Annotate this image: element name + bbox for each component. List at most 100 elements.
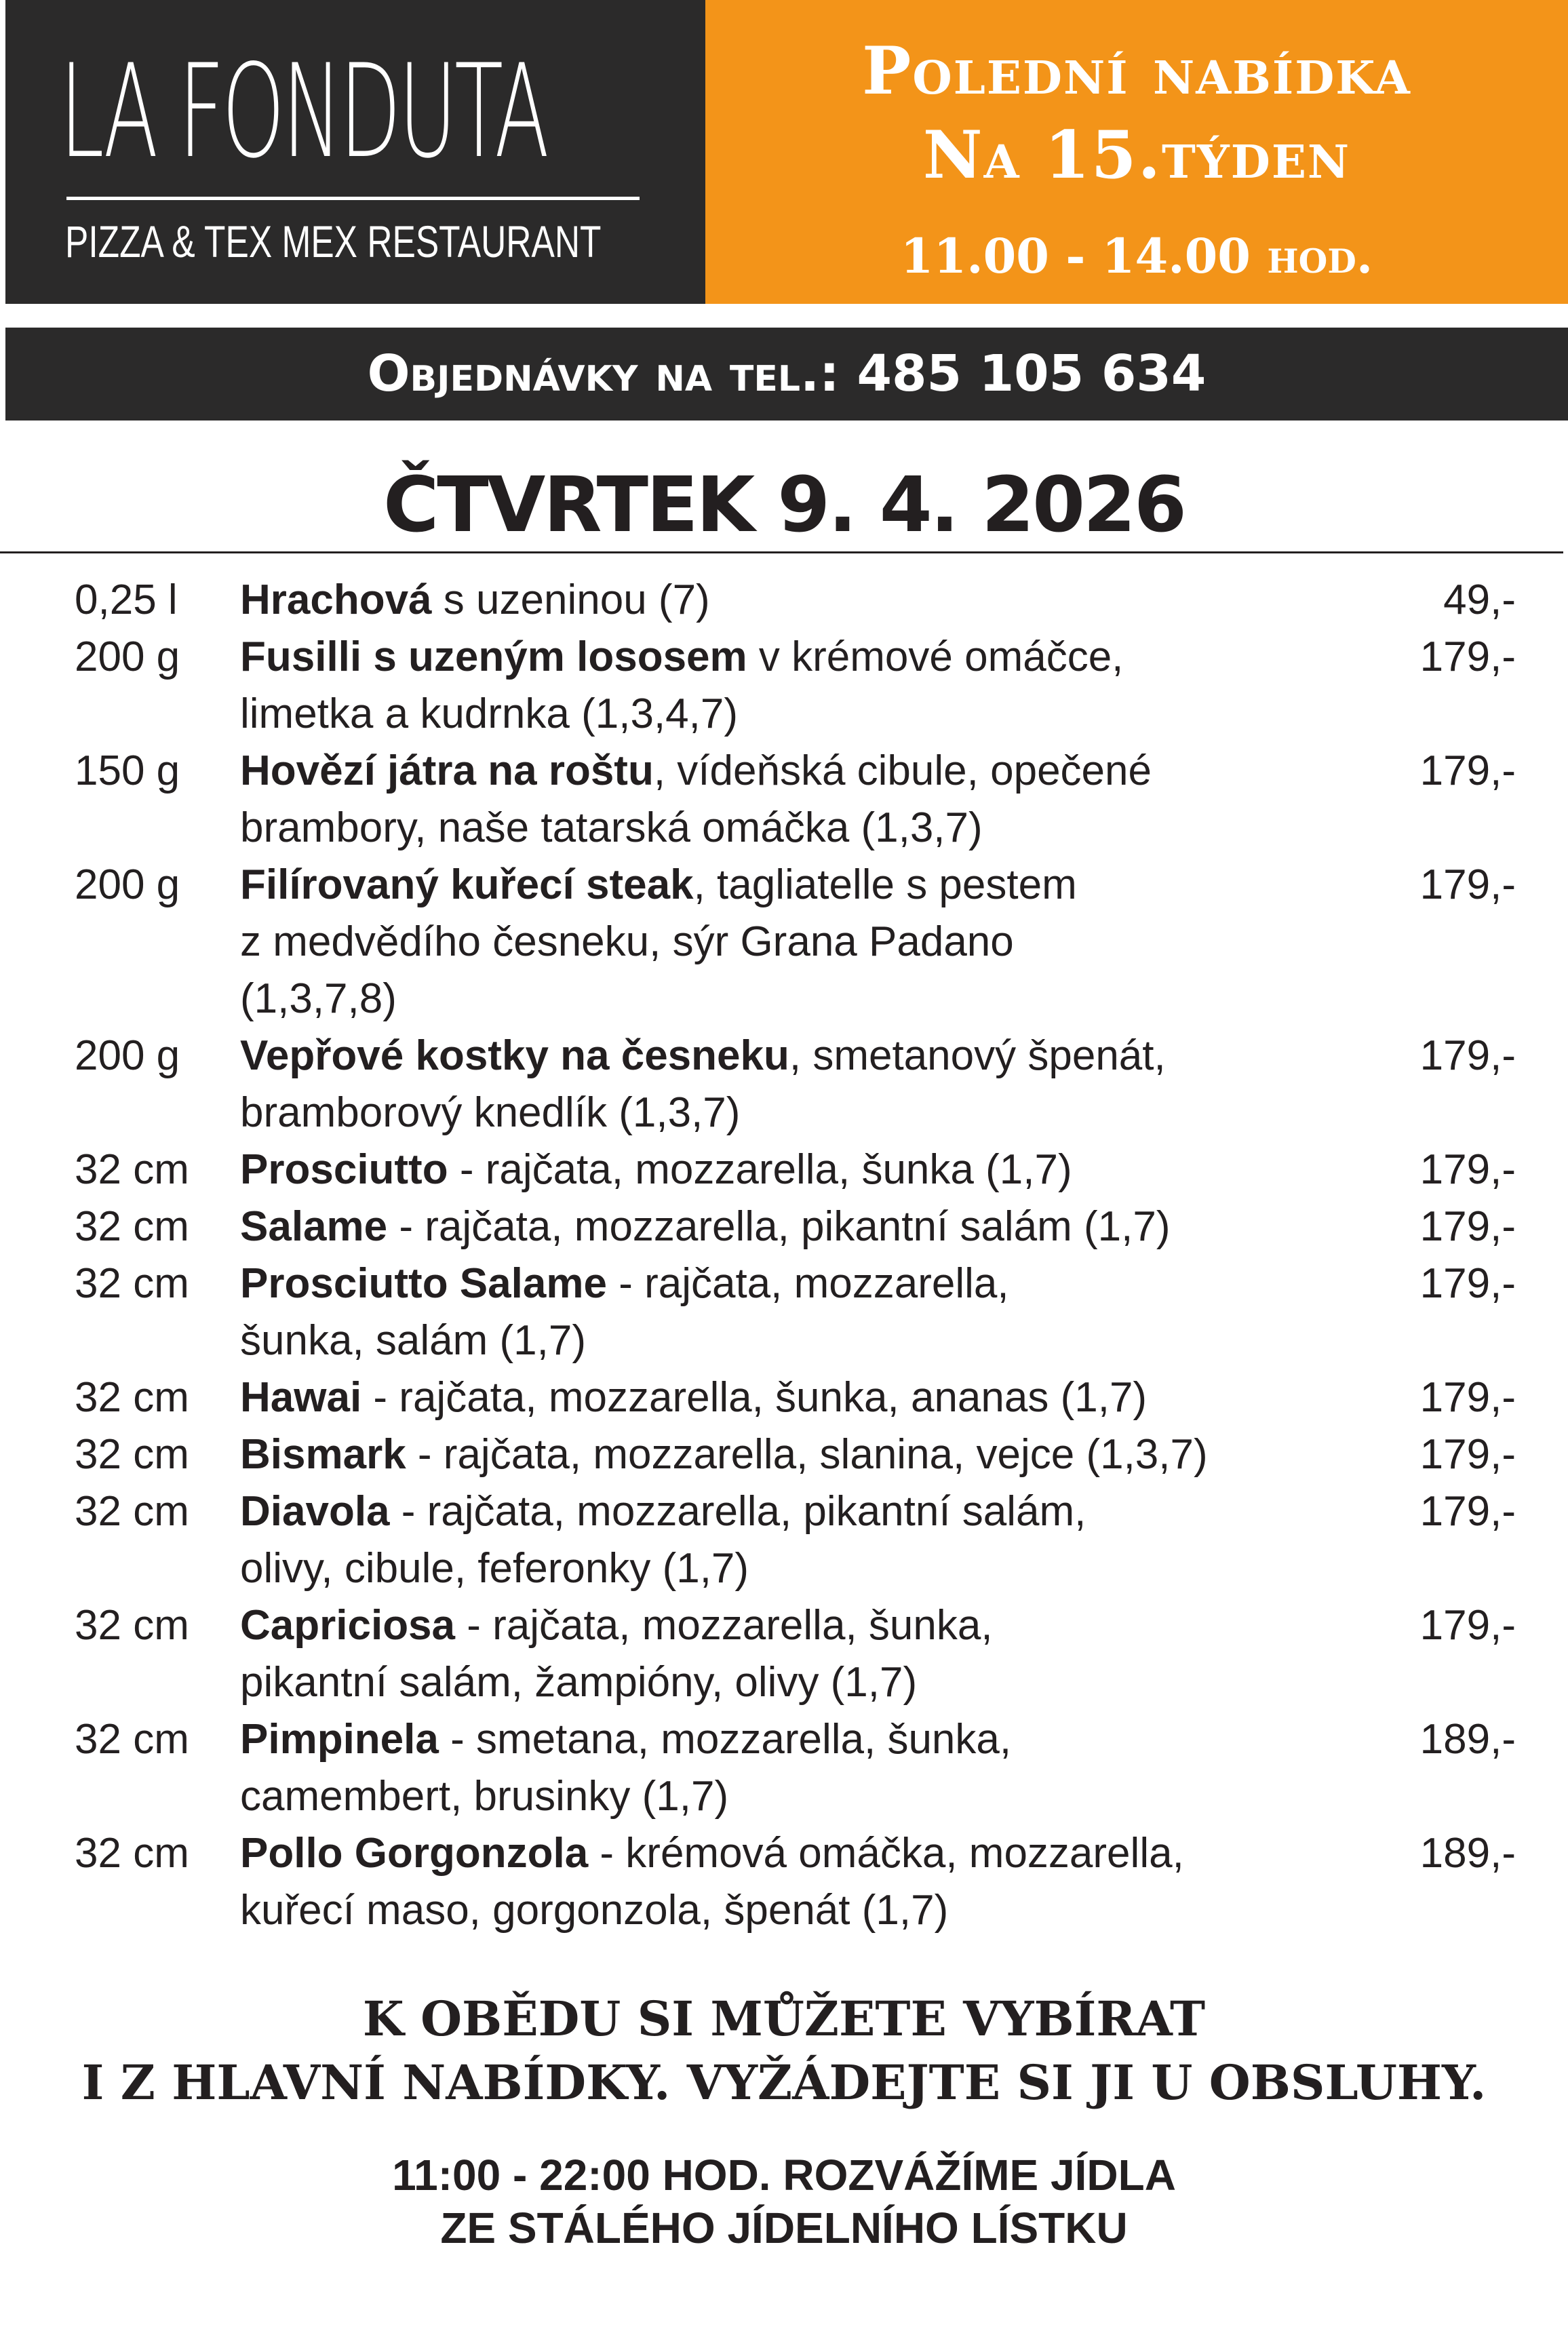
menu-item-quantity: 150 g xyxy=(75,747,180,794)
menu-item-description: Salame - rajčata, mozzarella, pikantní s… xyxy=(240,1198,1366,1255)
offer-week: Na 15.týden xyxy=(922,117,1351,193)
menu-item-quantity: 200 g xyxy=(75,633,180,680)
menu-item-quantity: 200 g xyxy=(75,861,180,908)
menu-item-details: - rajčata, mozzarella, šunka (1,7) xyxy=(448,1146,1072,1193)
menu-list: 0,25 l Hrachová s uzeninou (7) 49,- 200 g Fu… xyxy=(0,572,1568,1939)
menu-item-quantity: 200 g xyxy=(75,1032,180,1079)
menu-item-quantity: 32 cm xyxy=(75,1146,189,1193)
order-phone-bar: Objednávky na tel.: 485 105 634 xyxy=(5,328,1568,421)
menu-item-details: , tagliatelle s pestem xyxy=(693,861,1077,908)
menu-item: 32 cm Diavola - rajčata, mozzarella, pika… xyxy=(0,1483,1568,1597)
menu-item-details-continued: z medvědího česneku, sýr Grana Padano xyxy=(240,918,1014,965)
menu-item-details: - krémová omáčka, mozzarella, xyxy=(588,1830,1184,1877)
menu-item-description: Pollo Gorgonzola - krémová omáčka, mozza… xyxy=(240,1825,1366,1939)
menu-item: 150 g Hovězí játra na roštu, vídeňská cib… xyxy=(0,743,1568,857)
menu-item-name: Filírovaný kuřecí steak xyxy=(240,861,694,908)
menu-item: 32 cm Salame - rajčata, mozzarella, pikan… xyxy=(0,1198,1568,1255)
menu-item-details: , smetanový špenát, xyxy=(789,1032,1166,1079)
menu-item-details-continued: šunka, salám (1,7) xyxy=(240,1317,586,1364)
menu-item-price: 179,- xyxy=(1419,747,1516,794)
menu-item-details-continued: pikantní salám, žampióny, olivy (1,7) xyxy=(240,1659,918,1706)
menu-item-details: v krémové omáčce, xyxy=(747,633,1124,680)
note-line-1: K OBĚDU SI MŮŽETE VYBÍRAT xyxy=(362,1991,1206,2047)
menu-item-details-continued: camembert, brusinky (1,7) xyxy=(240,1773,729,1820)
menu-item-description: Hrachová s uzeninou (7) xyxy=(240,572,1366,629)
menu-item-price: 179,- xyxy=(1419,1602,1516,1649)
menu-item: 32 cm Capriciosa - rajčata, mozzarella, š… xyxy=(0,1597,1568,1711)
menu-item-details-continued: kuřecí maso, gorgonzola, špenát (1,7) xyxy=(240,1887,949,1934)
menu-item-details: - rajčata, mozzarella, šunka, ananas (1,… xyxy=(361,1374,1148,1421)
offer-hours: 11.00 - 14.00 hod. xyxy=(900,228,1373,284)
menu-item-price: 179,- xyxy=(1419,633,1516,680)
menu-item-description: Capriciosa - rajčata, mozzarella, šunka,… xyxy=(240,1597,1366,1711)
menu-item-details-continued: brambory, naše tatarská omáčka (1,3,7) xyxy=(240,804,983,851)
menu-item-quantity: 0,25 l xyxy=(75,576,178,623)
menu-item-description: Filírovaný kuřecí steak, tagliatelle s p… xyxy=(240,857,1366,1028)
menu-item-quantity: 32 cm xyxy=(75,1260,189,1307)
menu-item-price: 189,- xyxy=(1419,1716,1516,1763)
menu-item-price: 179,- xyxy=(1419,1431,1516,1478)
menu-item-price: 179,- xyxy=(1419,1374,1516,1421)
menu-item: 200 g Filírovaný kuřecí steak, tagliatell… xyxy=(0,857,1568,1028)
menu-item: 200 g Fusilli s uzeným lososem v krémové … xyxy=(0,629,1568,743)
menu-item-name: Capriciosa xyxy=(240,1602,456,1649)
menu-item-price: 189,- xyxy=(1419,1830,1516,1877)
delivery-line-2: ZE STÁLÉHO JÍDELNÍHO LÍSTKU xyxy=(440,2204,1128,2252)
menu-item: 32 cm Hawai - rajčata, mozzarella, šunka,… xyxy=(0,1369,1568,1426)
menu-item-name: Pimpinela xyxy=(240,1716,439,1763)
menu-item-name: Bismark xyxy=(240,1431,406,1478)
menu-item-name: Hawai xyxy=(240,1374,362,1421)
menu-item: 0,25 l Hrachová s uzeninou (7) 49,- xyxy=(0,572,1568,629)
menu-item: 32 cm Prosciutto - rajčata, mozzarella, š… xyxy=(0,1141,1568,1198)
menu-item-name: Hovězí játra na roštu xyxy=(240,747,654,794)
menu-item-quantity: 32 cm xyxy=(75,1203,189,1250)
menu-item-name: Diavola xyxy=(240,1488,390,1535)
menu-item-details-continued: bramborový knedlík (1,3,7) xyxy=(240,1089,741,1136)
menu-item-price: 179,- xyxy=(1419,1032,1516,1079)
menu-item-description: Fusilli s uzeným lososem v krémové omáčc… xyxy=(240,629,1366,743)
menu-item-price: 179,- xyxy=(1419,1488,1516,1535)
menu-item: 200 g Vepřové kostky na česneku, smetanov… xyxy=(0,1028,1568,1141)
menu-item: 32 cm Prosciutto Salame - rajčata, mozzar… xyxy=(0,1255,1568,1369)
menu-item-description: Diavola - rajčata, mozzarella, pikantní … xyxy=(240,1483,1366,1597)
menu-item-quantity: 32 cm xyxy=(75,1716,189,1763)
menu-item-name: Hrachová xyxy=(240,576,432,623)
menu-item-description: Bismark - rajčata, mozzarella, slanina, … xyxy=(240,1426,1366,1483)
menu-item-details: - rajčata, mozzarella, pikantní salám, xyxy=(389,1488,1086,1535)
menu-item-quantity: 32 cm xyxy=(75,1830,189,1877)
delivery-note: 11:00 - 22:00 HOD. ROZVÁŽÍME JÍDLA ZE ST… xyxy=(0,2149,1568,2254)
menu-item-name: Pollo Gorgonzola xyxy=(240,1830,589,1877)
menu-item-price: 179,- xyxy=(1419,861,1516,908)
logo-subtitle: PIZZA & TEX MEX RESTAURANT xyxy=(65,216,602,267)
menu-item-details-continued: (1,3,7,8) xyxy=(240,975,397,1022)
menu-item-details: , vídeňská cibule, opečené xyxy=(653,747,1152,794)
menu-item-description: Hovězí játra na roštu, vídeňská cibule, … xyxy=(240,743,1366,857)
logo-panel: LA FONDUTA PIZZA & TEX MEX RESTAURANT xyxy=(5,0,705,304)
menu-item: 32 cm Pollo Gorgonzola - krémová omáčka, … xyxy=(0,1825,1568,1939)
menu-item-description: Vepřové kostky na česneku, smetanový špe… xyxy=(240,1028,1366,1141)
menu-item-price: 49,- xyxy=(1443,576,1516,623)
delivery-line-1: 11:00 - 22:00 HOD. ROZVÁŽÍME JÍDLA xyxy=(392,2151,1176,2199)
logo-name: LA FONDUTA xyxy=(60,37,549,187)
menu-item-quantity: 32 cm xyxy=(75,1602,189,1649)
menu-item-details-continued: limetka a kudrnka (1,3,4,7) xyxy=(240,690,739,737)
menu-item-name: Prosciutto xyxy=(240,1146,448,1193)
logo-divider xyxy=(66,197,640,200)
menu-item: 32 cm Bismark - rajčata, mozzarella, slan… xyxy=(0,1426,1568,1483)
menu-item-details-continued: olivy, cibule, feferonky (1,7) xyxy=(240,1545,749,1592)
offer-panel: Polední nabídka Na 15.týden 11.00 - 14.0… xyxy=(705,0,1568,304)
menu-item-details: - rajčata, mozzarella, šunka, xyxy=(455,1602,993,1649)
menu-item-details: - rajčata, mozzarella, slanina, vejce (1… xyxy=(406,1431,1208,1478)
menu-item-price: 179,- xyxy=(1419,1203,1516,1250)
menu-item-quantity: 32 cm xyxy=(75,1488,189,1535)
day-title: ČTVRTEK 9. 4. 2026 xyxy=(383,461,1187,549)
menu-item-details: - rajčata, mozzarella, xyxy=(606,1260,1009,1307)
menu-item-details: - rajčata, mozzarella, pikantní salám (1… xyxy=(387,1203,1171,1250)
main-menu-note: K OBĚDU SI MŮŽETE VYBÍRAT I Z HLAVNÍ NAB… xyxy=(0,1987,1568,2115)
menu-item-description: Prosciutto Salame - rajčata, mozzarella,… xyxy=(240,1255,1366,1369)
menu-item-description: Pimpinela - smetana, mozzarella, šunka, c… xyxy=(240,1711,1366,1825)
menu-item-description: Prosciutto - rajčata, mozzarella, šunka … xyxy=(240,1141,1366,1198)
note-line-2: I Z HLAVNÍ NABÍDKY. VYŽÁDEJTE SI JI U OB… xyxy=(81,2054,1487,2111)
menu-item: 32 cm Pimpinela - smetana, mozzarella, šu… xyxy=(0,1711,1568,1825)
day-divider xyxy=(0,551,1563,553)
